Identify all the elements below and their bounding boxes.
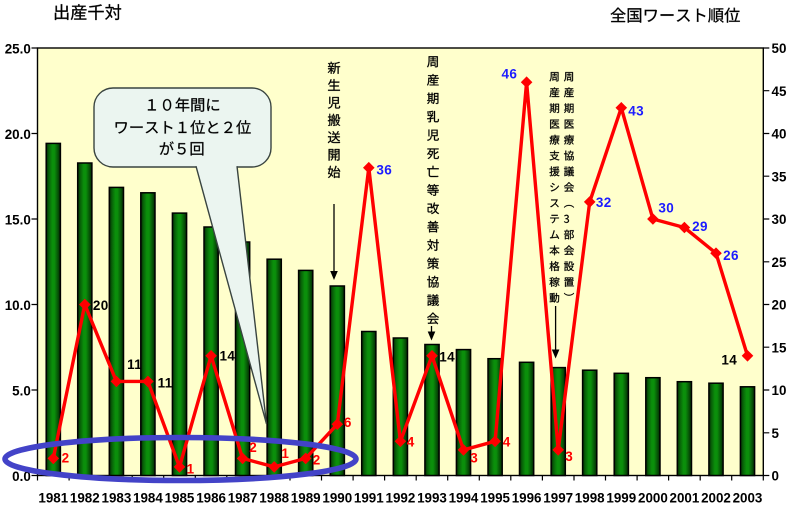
svg-text:3: 3	[565, 449, 573, 464]
svg-text:1999: 1999	[606, 491, 636, 506]
svg-text:36: 36	[376, 162, 392, 177]
svg-text:25.0: 25.0	[5, 41, 31, 56]
svg-text:0: 0	[772, 469, 779, 484]
svg-text:6: 6	[344, 415, 352, 430]
svg-text:1: 1	[187, 462, 195, 477]
svg-text:30: 30	[772, 212, 787, 227]
svg-text:1983: 1983	[102, 491, 132, 506]
svg-text:14: 14	[439, 349, 455, 364]
svg-text:35: 35	[772, 169, 787, 184]
svg-text:2001: 2001	[670, 491, 700, 506]
svg-text:2003: 2003	[733, 491, 763, 506]
svg-text:1994: 1994	[449, 491, 479, 506]
svg-text:29: 29	[692, 219, 708, 234]
svg-text:15: 15	[772, 340, 787, 355]
svg-text:1991: 1991	[354, 491, 384, 506]
svg-text:2002: 2002	[701, 491, 731, 506]
svg-text:20: 20	[772, 298, 787, 313]
svg-text:46: 46	[502, 67, 518, 82]
svg-text:45: 45	[772, 84, 787, 99]
svg-text:1986: 1986	[196, 491, 226, 506]
svg-text:1990: 1990	[322, 491, 352, 506]
svg-text:5: 5	[772, 426, 780, 441]
svg-text:30: 30	[658, 201, 674, 216]
svg-text:2: 2	[313, 453, 321, 468]
svg-text:2000: 2000	[638, 491, 668, 506]
svg-text:1995: 1995	[480, 491, 510, 506]
svg-text:0.0: 0.0	[12, 469, 31, 484]
svg-text:5.0: 5.0	[12, 383, 31, 398]
svg-text:14: 14	[721, 352, 737, 367]
svg-text:1985: 1985	[165, 491, 195, 506]
svg-text:1988: 1988	[259, 491, 289, 506]
svg-text:15.0: 15.0	[5, 212, 31, 227]
svg-text:1984: 1984	[133, 491, 163, 506]
svg-text:1987: 1987	[228, 491, 258, 506]
svg-text:1997: 1997	[543, 491, 573, 506]
svg-text:20.0: 20.0	[5, 127, 31, 142]
svg-text:2: 2	[62, 451, 70, 466]
svg-text:26: 26	[723, 248, 739, 263]
svg-text:14: 14	[220, 348, 236, 363]
svg-text:32: 32	[596, 195, 612, 210]
svg-text:1982: 1982	[70, 491, 100, 506]
svg-text:25: 25	[772, 255, 787, 270]
svg-text:10.0: 10.0	[5, 298, 31, 313]
svg-text:43: 43	[628, 104, 644, 119]
svg-text:3: 3	[470, 451, 478, 466]
svg-text:1998: 1998	[575, 491, 605, 506]
svg-text:4: 4	[503, 435, 511, 450]
svg-text:2: 2	[249, 440, 257, 455]
svg-text:50: 50	[772, 41, 787, 56]
svg-text:1981: 1981	[38, 491, 68, 506]
svg-text:1996: 1996	[512, 491, 542, 506]
svg-text:11: 11	[127, 357, 142, 372]
svg-text:4: 4	[407, 435, 415, 450]
svg-text:1992: 1992	[386, 491, 416, 506]
svg-text:1: 1	[281, 446, 289, 461]
svg-text:11: 11	[158, 376, 173, 391]
svg-text:40: 40	[772, 127, 787, 142]
svg-text:10: 10	[772, 383, 787, 398]
svg-text:1993: 1993	[417, 491, 447, 506]
svg-text:1989: 1989	[291, 491, 321, 506]
svg-text:20: 20	[93, 298, 109, 313]
